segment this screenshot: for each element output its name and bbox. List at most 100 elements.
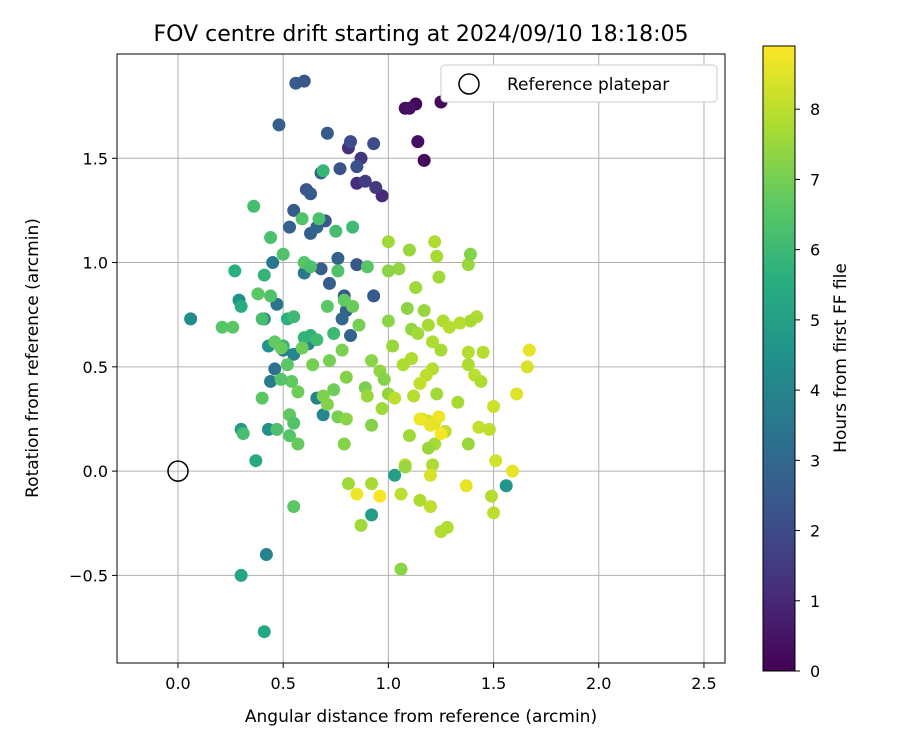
- data-point: [339, 412, 353, 426]
- data-point: [400, 301, 414, 315]
- chart-title: FOV centre drift starting at 2024/09/10 …: [154, 22, 689, 47]
- data-point: [417, 304, 431, 318]
- data-point: [499, 479, 513, 493]
- legend-label: Reference platepar: [507, 75, 669, 95]
- data-point: [373, 489, 387, 503]
- data-point: [365, 418, 379, 432]
- data-point: [333, 162, 347, 176]
- data-point: [482, 422, 496, 436]
- data-point: [421, 318, 435, 332]
- data-point: [369, 180, 383, 194]
- data-point: [489, 454, 503, 468]
- data-point: [215, 320, 229, 334]
- data-point: [413, 493, 427, 507]
- data-point: [276, 247, 290, 261]
- data-point: [358, 174, 372, 188]
- data-point: [451, 395, 465, 409]
- data-point: [320, 126, 334, 140]
- data-point: [350, 258, 364, 272]
- colorbar-tick-label: 0: [810, 662, 820, 681]
- data-point: [360, 389, 374, 403]
- data-point: [417, 153, 431, 167]
- x-tick-label: 1.5: [481, 674, 506, 693]
- data-point: [226, 320, 240, 334]
- data-point: [432, 270, 446, 284]
- colorbar-label: Hours from first FF file: [831, 263, 851, 453]
- data-point: [442, 320, 456, 334]
- data-point: [411, 135, 425, 149]
- data-point: [346, 220, 360, 234]
- data-point: [316, 408, 330, 422]
- data-point: [510, 387, 524, 401]
- data-point: [375, 402, 389, 416]
- data-point: [255, 391, 269, 405]
- data-point: [432, 410, 446, 424]
- colorbar-gradient: [762, 45, 796, 672]
- data-point: [402, 101, 416, 115]
- data-point: [461, 437, 475, 451]
- data-point: [409, 281, 423, 295]
- data-point: [367, 289, 381, 303]
- data-point: [392, 262, 406, 276]
- data-point: [295, 212, 309, 226]
- data-point: [423, 500, 437, 514]
- data-point: [381, 314, 395, 328]
- data-point: [264, 374, 278, 388]
- data-point: [428, 235, 442, 249]
- data-point: [320, 299, 334, 313]
- data-point: [423, 468, 437, 482]
- data-point: [381, 235, 395, 249]
- data-point: [255, 312, 269, 326]
- data-point: [365, 354, 379, 368]
- data-point: [234, 568, 248, 582]
- y-tick-label: 0.0: [83, 462, 108, 481]
- data-point: [461, 345, 475, 359]
- data-point: [327, 326, 341, 340]
- data-point: [453, 316, 467, 330]
- data-point: [251, 287, 265, 301]
- legend-reference-marker: [458, 73, 480, 95]
- colorbar-tick-label: 4: [810, 381, 820, 400]
- data-point: [274, 372, 288, 386]
- data-point: [344, 329, 358, 343]
- colorbar-tick-label: 1: [810, 592, 820, 611]
- data-point: [350, 160, 364, 174]
- legend-box: [440, 64, 718, 103]
- data-point: [291, 437, 305, 451]
- data-point: [337, 437, 351, 451]
- data-point: [413, 412, 427, 426]
- data-point: [463, 247, 477, 261]
- data-point: [287, 310, 301, 324]
- data-point: [388, 468, 402, 482]
- colorbar-tick-label: 6: [810, 241, 820, 260]
- colorbar-tick-label: 2: [810, 522, 820, 541]
- x-axis-label: Angular distance from reference (arcmin): [245, 707, 597, 727]
- data-point: [476, 345, 490, 359]
- data-point: [297, 74, 311, 88]
- data-point: [434, 427, 448, 441]
- data-point: [520, 360, 534, 374]
- data-point: [365, 508, 379, 522]
- data-point: [484, 489, 498, 503]
- data-point: [295, 341, 309, 355]
- data-point: [360, 260, 374, 274]
- data-point: [461, 358, 475, 372]
- data-point: [312, 212, 326, 226]
- grid-lines: [117, 54, 725, 663]
- x-tick-label: 2.0: [586, 674, 611, 693]
- data-point: [327, 383, 341, 397]
- data-point: [402, 243, 416, 257]
- legend: Reference platepar: [440, 64, 718, 103]
- data-point: [314, 262, 328, 276]
- y-axis-label: Rotation from reference (arcmin): [23, 218, 43, 498]
- data-point: [272, 118, 286, 132]
- data-point: [386, 339, 400, 353]
- data-point: [423, 418, 437, 432]
- y-tick-label: −0.5: [69, 566, 108, 585]
- data-point: [413, 377, 427, 391]
- data-point: [365, 477, 379, 491]
- data-point: [329, 224, 343, 238]
- data-point: [274, 341, 288, 355]
- x-tick-label: 0.5: [270, 674, 295, 693]
- data-point: [426, 458, 440, 472]
